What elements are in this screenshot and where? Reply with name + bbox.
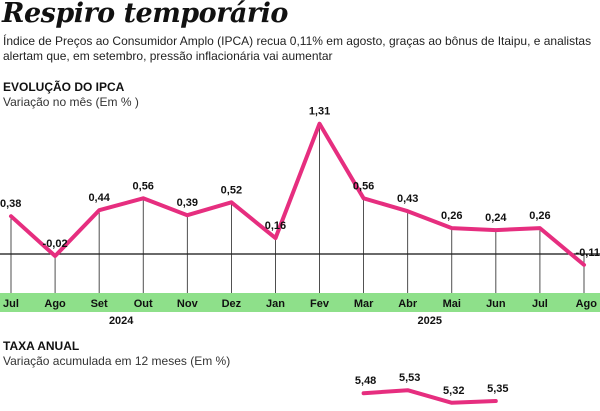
month-tick-label: Out xyxy=(134,298,153,310)
year-label: 2024 xyxy=(109,315,134,327)
data-label: 0,44 xyxy=(88,192,110,204)
data-label: 0,24 xyxy=(485,212,507,224)
month-tick-label: Jun xyxy=(486,298,506,310)
year-label: 2025 xyxy=(417,315,441,327)
axis-band xyxy=(0,293,600,312)
data-label: 0,26 xyxy=(529,210,550,222)
data-label: 0,56 xyxy=(353,180,374,192)
month-tick-label: Fev xyxy=(310,298,330,310)
page-title: Respiro temporário xyxy=(2,0,288,29)
ipca-chart-title: EVOLUÇÃO DO IPCA xyxy=(3,80,125,94)
month-tick-label: Mai xyxy=(443,298,461,310)
data-label: -0,02 xyxy=(43,238,68,250)
month-tick-label: Set xyxy=(91,298,108,310)
page-subtitle: Índice de Preços ao Consumidor Amplo (IP… xyxy=(3,34,592,63)
month-tick-label: Jan xyxy=(266,298,285,310)
month-tick-label: Dez xyxy=(222,298,242,310)
annual-series-line xyxy=(361,388,498,405)
annual-data-label: 5,53 xyxy=(399,372,420,384)
annual-data-label: 5,48 xyxy=(355,375,376,387)
data-label: -0,11 xyxy=(576,247,600,259)
ipca-chart-subtitle: Variação no mês (Em % ) xyxy=(3,95,139,109)
month-tick-label: Abr xyxy=(398,298,418,310)
ipca-series-line xyxy=(9,121,586,267)
month-tick-label: Jul xyxy=(3,298,19,310)
month-tick-label: Ago xyxy=(44,298,66,310)
annual-chart-title: TAXA ANUAL xyxy=(3,339,80,353)
data-label: 0,26 xyxy=(441,210,462,222)
annual-data-label: 5,32 xyxy=(443,385,464,397)
data-label: 0,56 xyxy=(133,180,154,192)
month-tick-label: Ago xyxy=(576,298,598,310)
data-label: 0,43 xyxy=(397,193,418,205)
month-tick-label: Jul xyxy=(532,298,548,310)
data-label: 0,16 xyxy=(265,220,286,232)
annual-data-label: 5,35 xyxy=(487,383,508,395)
month-tick-label: Mar xyxy=(354,298,374,310)
data-label: 1,31 xyxy=(309,106,330,118)
month-tick-label: Nov xyxy=(177,298,199,310)
data-label: 0,52 xyxy=(221,184,242,196)
annual-chart-subtitle: Variação acumulada em 12 meses (Em %) xyxy=(3,354,231,368)
data-label: 0,38 xyxy=(0,198,21,210)
data-label: 0,39 xyxy=(177,197,198,209)
